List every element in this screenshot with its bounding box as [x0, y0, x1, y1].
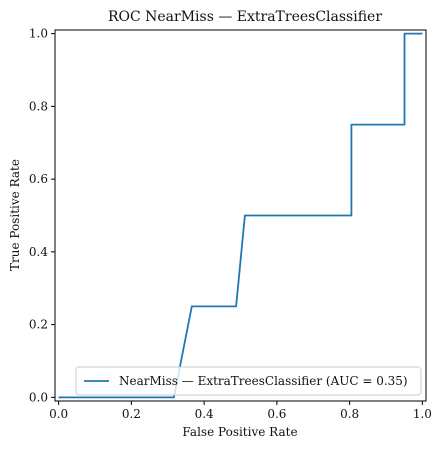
y-tick-label: 0.2 — [29, 318, 48, 332]
roc-curve-line — [58, 32, 423, 399]
axis-ticks: 0.0 0.2 0.4 0.6 0.8 1.0 0.0 0.2 0.4 0.6 0.8 1.0 — [29, 27, 432, 421]
x-tick-label: 0.0 — [49, 407, 68, 421]
y-tick-label: 0.4 — [29, 245, 48, 259]
x-tick-label: 0.4 — [195, 407, 214, 421]
plot-frame — [54, 29, 427, 402]
x-axis-label: False Positive Rate — [182, 425, 297, 439]
plot-area — [58, 32, 423, 399]
x-tick-label: 1.0 — [413, 407, 432, 421]
x-tick-label: 0.8 — [340, 407, 359, 421]
x-tick-label: 0.6 — [267, 407, 286, 421]
y-tick-label: 1.0 — [29, 27, 48, 41]
legend-label: NearMiss — ExtraTreesClassifier (AUC = 0… — [119, 374, 408, 388]
y-tick-label: 0.8 — [29, 99, 48, 113]
y-axis-label: True Positive Rate — [8, 159, 22, 271]
y-tick-label: 0.6 — [29, 172, 48, 186]
legend: NearMiss — ExtraTreesClassifier (AUC = 0… — [75, 366, 422, 396]
y-tick-label: 0.0 — [29, 390, 48, 404]
legend-box — [75, 366, 422, 396]
chart-title: ROC NearMiss — ExtraTreesClassifier — [108, 9, 382, 25]
x-tick-label: 0.2 — [122, 407, 141, 421]
